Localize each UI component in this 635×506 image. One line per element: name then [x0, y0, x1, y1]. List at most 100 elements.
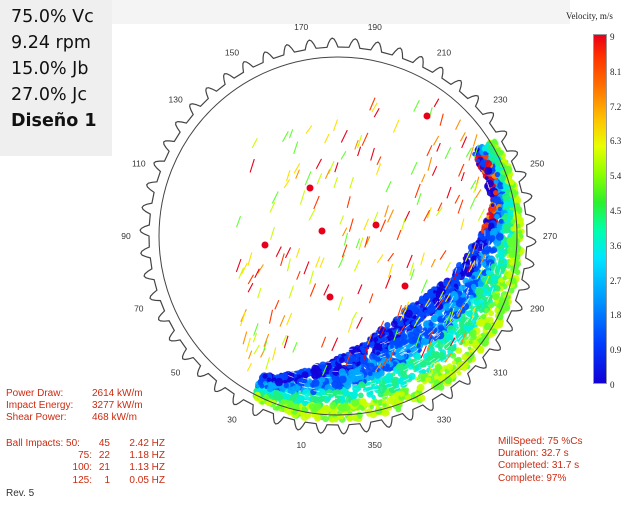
- colorbar-tick: 2.7: [610, 275, 622, 286]
- particle: [475, 189, 482, 199]
- particle: [477, 232, 483, 238]
- particle: [473, 215, 475, 222]
- particle: [425, 357, 433, 366]
- particle: [302, 377, 309, 380]
- particle: [374, 362, 382, 372]
- particle: [442, 279, 451, 287]
- particle: [433, 98, 440, 108]
- particle: [423, 112, 431, 120]
- particle: [416, 343, 421, 349]
- particle: [498, 265, 506, 273]
- angle-labels: 170 190 210 230 250 270 290 310 330 350 10 30 50 70 90…: [121, 22, 557, 450]
- particle: [412, 351, 420, 359]
- particle: [290, 404, 295, 409]
- particle: [360, 358, 367, 365]
- particle: [406, 349, 411, 354]
- particle: [442, 313, 447, 319]
- charge-particles: [235, 97, 525, 423]
- particle: [400, 322, 404, 327]
- particle: [308, 403, 316, 410]
- particle: [452, 338, 458, 344]
- particle: [385, 363, 390, 368]
- particle: [413, 99, 420, 112]
- particle: [448, 283, 455, 290]
- particle: [508, 287, 515, 294]
- particle: [476, 298, 482, 305]
- particle: [395, 340, 403, 348]
- particle: [259, 383, 265, 389]
- particle: [426, 145, 433, 157]
- particle: [427, 157, 433, 171]
- power-draw-label: Power Draw:: [6, 388, 64, 399]
- particle: [280, 253, 285, 266]
- angle-label: 270: [543, 231, 557, 241]
- particle: [454, 194, 461, 204]
- particle: [468, 146, 474, 161]
- particle: [390, 345, 394, 349]
- particle: [490, 263, 498, 271]
- impact-count: 22: [98, 450, 110, 462]
- particle: [498, 218, 504, 224]
- particle: [313, 346, 320, 349]
- angle-label: 150: [225, 47, 239, 57]
- particle: [295, 169, 300, 179]
- angle-label: 330: [437, 415, 451, 425]
- ball-filling: 15.0% Jb: [11, 59, 89, 79]
- particle: [378, 370, 385, 377]
- particle: [467, 346, 472, 351]
- particle: [416, 193, 422, 205]
- particle: [494, 213, 500, 220]
- particle: [491, 275, 498, 283]
- particle: [420, 345, 427, 359]
- particle: [484, 245, 492, 253]
- particle: [432, 325, 438, 330]
- particle: [372, 221, 380, 229]
- particle: [338, 391, 344, 397]
- particle: [371, 102, 378, 113]
- particle: [410, 347, 418, 354]
- particle: [287, 375, 294, 378]
- colorbar-tick: 0: [610, 380, 615, 390]
- particle: [432, 307, 438, 312]
- particle: [470, 283, 477, 290]
- angle-label: 50: [171, 367, 181, 377]
- particle: [400, 369, 407, 376]
- particle: [492, 293, 500, 301]
- angle-label: 350: [368, 440, 382, 450]
- particle: [517, 230, 523, 235]
- particle: [493, 179, 499, 185]
- particle: [357, 392, 364, 399]
- particle: [354, 139, 359, 150]
- particle: [515, 261, 521, 267]
- particle: [401, 282, 409, 290]
- particle: [419, 319, 425, 325]
- particle: [395, 363, 404, 371]
- particle: [354, 352, 361, 354]
- particle: [303, 261, 310, 275]
- particle: [408, 372, 416, 380]
- particle: [490, 248, 495, 253]
- particle: [334, 397, 342, 405]
- particle: [453, 272, 462, 281]
- particle: [325, 389, 334, 397]
- particle: [493, 190, 499, 196]
- particle: [480, 253, 486, 264]
- particle: [378, 353, 385, 356]
- particle: [316, 173, 323, 185]
- particle: [239, 311, 246, 326]
- particle: [384, 205, 389, 218]
- particle: [331, 390, 339, 397]
- particle: [389, 349, 395, 362]
- particle: [417, 394, 426, 403]
- speed-vc: 75.0% Vc: [11, 7, 94, 27]
- particle: [275, 246, 282, 258]
- particle: [470, 315, 475, 321]
- particle: [463, 289, 467, 294]
- particle: [462, 212, 465, 219]
- impact-rate: 1.13 HZ: [129, 462, 165, 474]
- particle: [342, 227, 348, 237]
- particle: [322, 395, 329, 397]
- particle: [445, 322, 451, 328]
- particle: [506, 295, 511, 300]
- particle: [460, 331, 467, 346]
